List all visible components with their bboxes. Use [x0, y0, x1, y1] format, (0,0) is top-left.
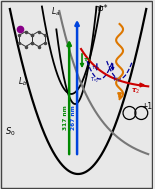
Text: T$_{n_2}$: T$_{n_2}$: [90, 75, 99, 84]
Text: 267 nm: 267 nm: [71, 105, 76, 130]
Text: T$_{n_1}$: T$_{n_1}$: [112, 75, 121, 84]
Text: τ$_1$: τ$_1$: [83, 56, 91, 64]
Text: L$_b$: L$_b$: [18, 75, 27, 88]
Text: nσ*: nσ*: [94, 4, 107, 13]
Text: +1: +1: [141, 102, 152, 111]
Text: τ$_4$: τ$_4$: [107, 64, 114, 72]
Text: S$_0$: S$_0$: [5, 125, 16, 138]
FancyBboxPatch shape: [1, 1, 152, 188]
Text: τ$_3$: τ$_3$: [91, 64, 98, 72]
Text: 317 nm: 317 nm: [63, 105, 68, 130]
Text: L$_a$: L$_a$: [51, 5, 61, 18]
Text: τ$_2$: τ$_2$: [131, 87, 141, 96]
